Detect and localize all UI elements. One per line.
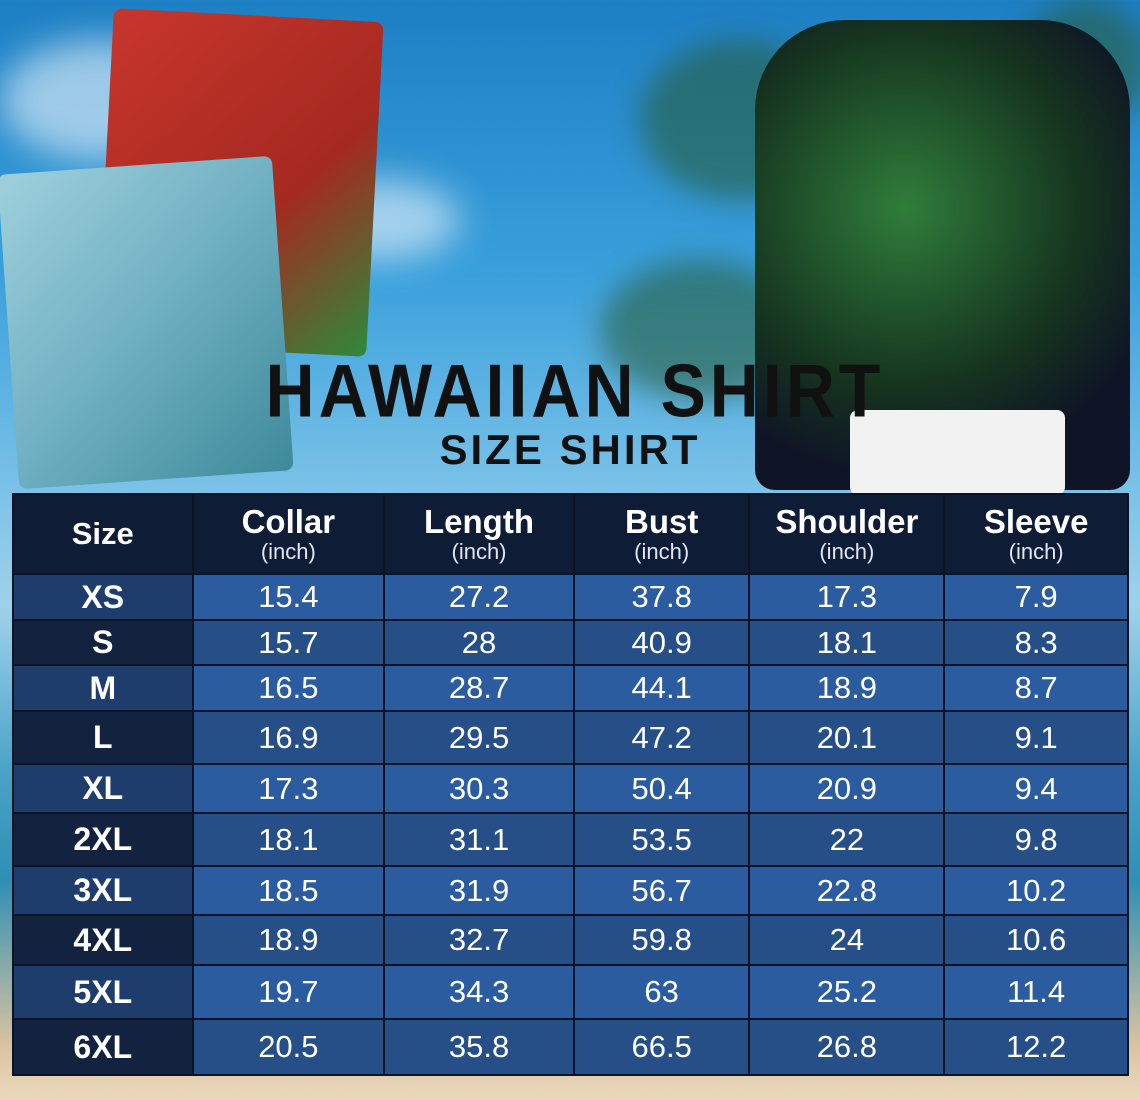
model-pants-image — [850, 410, 1065, 495]
value-cell: 16.9 — [191, 710, 386, 765]
value-cell: 12.2 — [943, 1018, 1129, 1076]
value-cell: 32.7 — [383, 914, 575, 966]
column-header-bust: Bust (inch) — [572, 493, 751, 575]
table-row: 4XL 18.9 32.7 59.8 24 10.6 — [12, 914, 1129, 966]
table-row: 3XL 18.5 31.9 56.7 22.8 10.2 — [12, 865, 1129, 916]
value-cell: 25.2 — [748, 964, 946, 1020]
value-cell: 22 — [748, 812, 946, 867]
table-row: 2XL 18.1 31.1 53.5 22 9.8 — [12, 812, 1129, 867]
value-cell: 9.8 — [943, 812, 1129, 867]
column-header-collar: Collar (inch) — [191, 493, 386, 575]
value-cell: 15.7 — [191, 619, 386, 666]
column-header-unit: (inch) — [1008, 539, 1064, 565]
value-cell: 8.3 — [943, 619, 1129, 666]
value-cell: 11.4 — [943, 964, 1129, 1020]
size-cell: 4XL — [12, 914, 194, 966]
table-row: L 16.9 29.5 47.2 20.1 9.1 — [12, 710, 1129, 765]
value-cell: 18.1 — [191, 812, 386, 867]
value-cell: 20.1 — [748, 710, 946, 765]
value-cell: 47.2 — [572, 710, 751, 765]
value-cell: 30.3 — [383, 763, 575, 814]
value-cell: 7.9 — [943, 573, 1129, 621]
column-header-label: Size — [71, 515, 134, 551]
value-cell: 28 — [383, 619, 575, 666]
table-row: 6XL 20.5 35.8 66.5 26.8 12.2 — [12, 1018, 1129, 1076]
value-cell: 29.5 — [383, 710, 575, 765]
value-cell: 63 — [572, 964, 751, 1020]
column-header-length: Length (inch) — [383, 493, 575, 575]
column-header-unit: (inch) — [451, 539, 507, 565]
value-cell: 17.3 — [191, 763, 386, 814]
value-cell: 9.4 — [943, 763, 1129, 814]
value-cell: 16.5 — [191, 664, 386, 712]
value-cell: 28.7 — [383, 664, 575, 712]
value-cell: 18.1 — [748, 619, 946, 666]
table-row: M 16.5 28.7 44.1 18.9 8.7 — [12, 664, 1129, 712]
size-cell: L — [12, 710, 194, 765]
value-cell: 37.8 — [572, 573, 751, 621]
page-title: HAWAIIAN SHIRT — [265, 349, 885, 433]
value-cell: 15.4 — [191, 573, 386, 621]
column-header-label: Shoulder — [775, 502, 919, 540]
column-header-label: Bust — [624, 502, 699, 540]
size-cell: 2XL — [12, 812, 194, 867]
size-cell: XS — [12, 573, 194, 621]
value-cell: 24 — [748, 914, 946, 966]
column-header-unit: (inch) — [819, 539, 875, 565]
column-header-unit: (inch) — [634, 539, 690, 565]
value-cell: 20.5 — [191, 1018, 386, 1076]
size-chart-table: Size Collar (inch) Length (inch) Bust (inch) Sh… — [12, 493, 1129, 1076]
value-cell: 22.8 — [748, 865, 946, 916]
table-row: XL 17.3 30.3 50.4 20.9 9.4 — [12, 763, 1129, 814]
column-header-size: Size — [12, 493, 194, 575]
value-cell: 8.7 — [943, 664, 1129, 712]
size-cell: 3XL — [12, 865, 194, 916]
value-cell: 17.3 — [748, 573, 946, 621]
column-header-shoulder: Shoulder (inch) — [748, 493, 946, 575]
size-cell: M — [12, 664, 194, 712]
value-cell: 31.1 — [383, 812, 575, 867]
value-cell: 9.1 — [943, 710, 1129, 765]
table-row: 5XL 19.7 34.3 63 25.2 11.4 — [12, 964, 1129, 1020]
value-cell: 44.1 — [572, 664, 751, 712]
value-cell: 26.8 — [748, 1018, 946, 1076]
value-cell: 35.8 — [383, 1018, 575, 1076]
value-cell: 59.8 — [572, 914, 751, 966]
value-cell: 27.2 — [383, 573, 575, 621]
value-cell: 40.9 — [572, 619, 751, 666]
value-cell: 18.5 — [191, 865, 386, 916]
value-cell: 20.9 — [748, 763, 946, 814]
value-cell: 56.7 — [572, 865, 751, 916]
value-cell: 66.5 — [572, 1018, 751, 1076]
column-header-label: Sleeve — [983, 502, 1089, 540]
table-row: XS 15.4 27.2 37.8 17.3 7.9 — [12, 573, 1129, 621]
value-cell: 10.6 — [943, 914, 1129, 966]
size-cell: 6XL — [12, 1018, 194, 1076]
value-cell: 31.9 — [383, 865, 575, 916]
value-cell: 18.9 — [748, 664, 946, 712]
column-header-unit: (inch) — [260, 539, 316, 565]
column-header-sleeve: Sleeve (inch) — [943, 493, 1129, 575]
column-header-label: Length — [424, 502, 534, 540]
size-cell: S — [12, 619, 194, 666]
value-cell: 50.4 — [572, 763, 751, 814]
value-cell: 53.5 — [572, 812, 751, 867]
size-cell: 5XL — [12, 964, 194, 1020]
size-cell: XL — [12, 763, 194, 814]
value-cell: 19.7 — [191, 964, 386, 1020]
value-cell: 18.9 — [191, 914, 386, 966]
page-subtitle: SIZE SHIRT — [439, 426, 701, 473]
value-cell: 34.3 — [383, 964, 575, 1020]
table-row: S 15.7 28 40.9 18.1 8.3 — [12, 619, 1129, 666]
header-row: Size Collar (inch) Length (inch) Bust (inch) Sh… — [12, 493, 1129, 575]
column-header-label: Collar — [241, 502, 336, 540]
value-cell: 10.2 — [943, 865, 1129, 916]
